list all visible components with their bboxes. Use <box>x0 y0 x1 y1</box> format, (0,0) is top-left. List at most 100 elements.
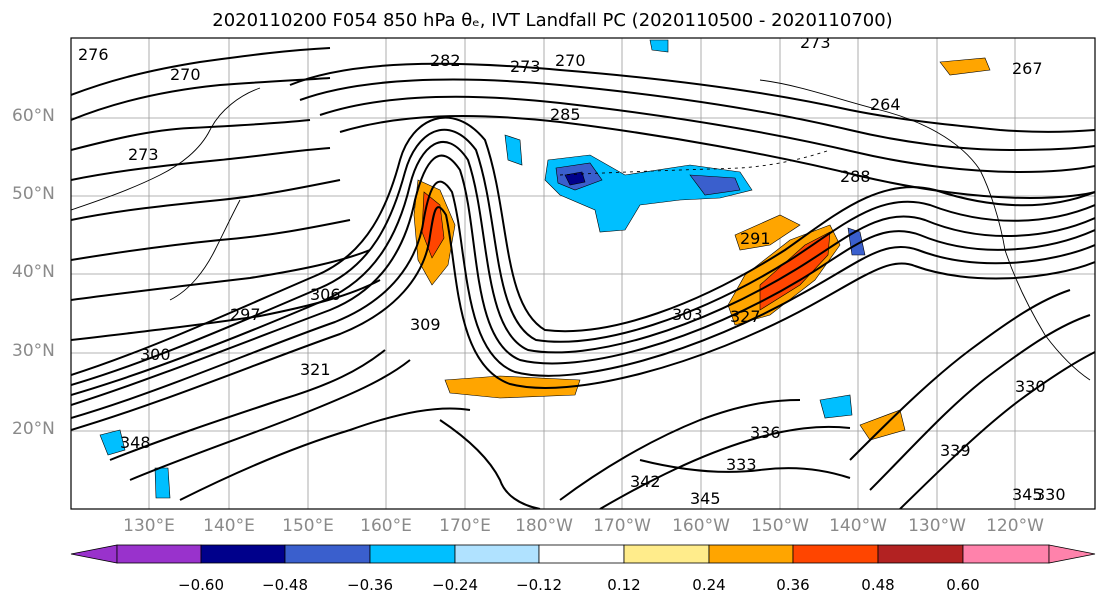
contour-label: 273 <box>800 33 831 52</box>
shading-patch-navy <box>564 171 586 186</box>
contour-labels: 276 273 270 282 273 270 273 267 264 285 … <box>78 33 1066 508</box>
map-frame <box>70 37 1096 510</box>
contour-line <box>71 279 381 341</box>
shading-patch-blue-9 <box>819 394 853 419</box>
colorbar-segment <box>538 544 625 564</box>
lat-label: 40°N <box>12 262 55 282</box>
contour-label: 336 <box>750 423 781 442</box>
contour-line <box>129 359 411 481</box>
lon-label: 180°W <box>515 516 573 536</box>
lat-label: 60°N <box>12 106 55 126</box>
contour-label: 330 <box>1015 377 1046 396</box>
colorbar-tick-label: −0.12 <box>516 576 562 594</box>
contour-label: 288 <box>840 167 871 186</box>
lon-label: 170°W <box>593 516 651 536</box>
contour-line <box>289 62 1095 133</box>
colorbar-segment <box>200 544 286 564</box>
contour-line <box>319 95 1095 174</box>
shading-patch-orange-5 <box>939 57 991 76</box>
colorbar-tick-label: −0.24 <box>432 576 478 594</box>
contour-line <box>599 425 851 509</box>
lon-label: 130°W <box>908 516 966 536</box>
lon-label: 160°W <box>672 516 730 536</box>
contour-label: 345 <box>1012 485 1043 504</box>
contour-line <box>71 180 1095 419</box>
contour-line <box>71 147 331 181</box>
contour-label: 306 <box>310 285 341 304</box>
contour-line <box>71 154 1095 406</box>
contour-label: 273 <box>128 145 159 164</box>
contour-line <box>109 349 386 461</box>
colorbar-tick-label: 0.24 <box>692 576 726 594</box>
contour-line <box>179 407 471 501</box>
coastline-namerica <box>1004 249 1091 381</box>
contour-line <box>869 314 1091 491</box>
shading-patch-blue-6 <box>649 39 669 53</box>
colorbar-segment <box>962 544 1050 564</box>
colorbar-segment <box>70 544 118 564</box>
colorbar-tick-label: 0.36 <box>776 576 810 594</box>
colorbar-segment <box>369 544 456 564</box>
contour-label: 300 <box>140 345 171 364</box>
contour-line <box>899 351 1095 509</box>
shading-patch-orange-4 <box>444 375 581 399</box>
lon-label: 150°W <box>751 516 809 536</box>
shading-patch-blue-8 <box>154 467 171 499</box>
contour-line <box>849 289 1071 461</box>
lon-label: 150°E <box>282 516 334 536</box>
colorbar-segment <box>877 544 964 564</box>
contour-label: 267 <box>1012 59 1043 78</box>
lon-label: 140°E <box>203 516 255 536</box>
contour-line <box>71 47 331 96</box>
contour-label: 270 <box>170 65 201 84</box>
colorbar-segment <box>708 544 794 564</box>
contour-label: 291 <box>740 229 771 248</box>
contour-label: 342 <box>630 472 661 491</box>
contour-line <box>71 119 311 151</box>
contour-line <box>71 206 1095 431</box>
colorbar <box>70 544 1096 564</box>
contour-line <box>71 179 341 221</box>
colorbar-segment <box>792 544 879 564</box>
contour-label: 270 <box>555 51 586 70</box>
colorbar-tick-label: −0.48 <box>262 576 308 594</box>
contour-label: 276 <box>78 45 109 64</box>
contour-line <box>71 128 1095 386</box>
contour-label: 339 <box>940 441 971 460</box>
coastlines <box>71 79 1091 381</box>
colorbar-tick-label: 0.48 <box>861 576 895 594</box>
coastline-alaska <box>759 79 1006 251</box>
coastline-japan <box>169 199 241 301</box>
shading-patch-blue-3 <box>689 174 741 196</box>
contour-label: 348 <box>120 433 151 452</box>
contour-label: 264 <box>870 95 901 114</box>
map-background <box>71 38 1095 509</box>
shading-patch-orange-3 <box>734 214 801 251</box>
shading-patch-blue-4 <box>504 134 523 166</box>
lon-label: 140°W <box>829 516 887 536</box>
lon-label: 170°E <box>439 516 491 536</box>
contour-line <box>439 419 541 509</box>
contour-label: 321 <box>300 360 331 379</box>
theta-e-contours <box>71 47 1095 509</box>
contour-label: 273 <box>510 57 541 76</box>
contour-line <box>639 459 851 479</box>
coastline-asia <box>71 87 261 211</box>
lon-label: 120°W <box>986 516 1044 536</box>
colorbar-tick-label: 0.12 <box>607 576 641 594</box>
contour-label: 303 <box>672 305 703 324</box>
contour-line <box>299 78 1095 152</box>
contour-label: 285 <box>550 105 581 124</box>
colorbar-tick-label: −0.60 <box>178 576 224 594</box>
lat-label: 50°N <box>12 184 55 204</box>
colorbar-tick-label: 0.60 <box>946 576 980 594</box>
contour-label: 330 <box>1035 485 1066 504</box>
colorbar-segment <box>454 544 540 564</box>
contour-label: 333 <box>726 455 757 474</box>
lon-label: 160°E <box>360 516 412 536</box>
contour-line <box>71 249 371 301</box>
contour-line <box>71 77 331 121</box>
contour-label: 282 <box>430 51 461 70</box>
map-title: 2020110200 F054 850 hPa θₑ, IVT Landfall… <box>212 10 893 31</box>
